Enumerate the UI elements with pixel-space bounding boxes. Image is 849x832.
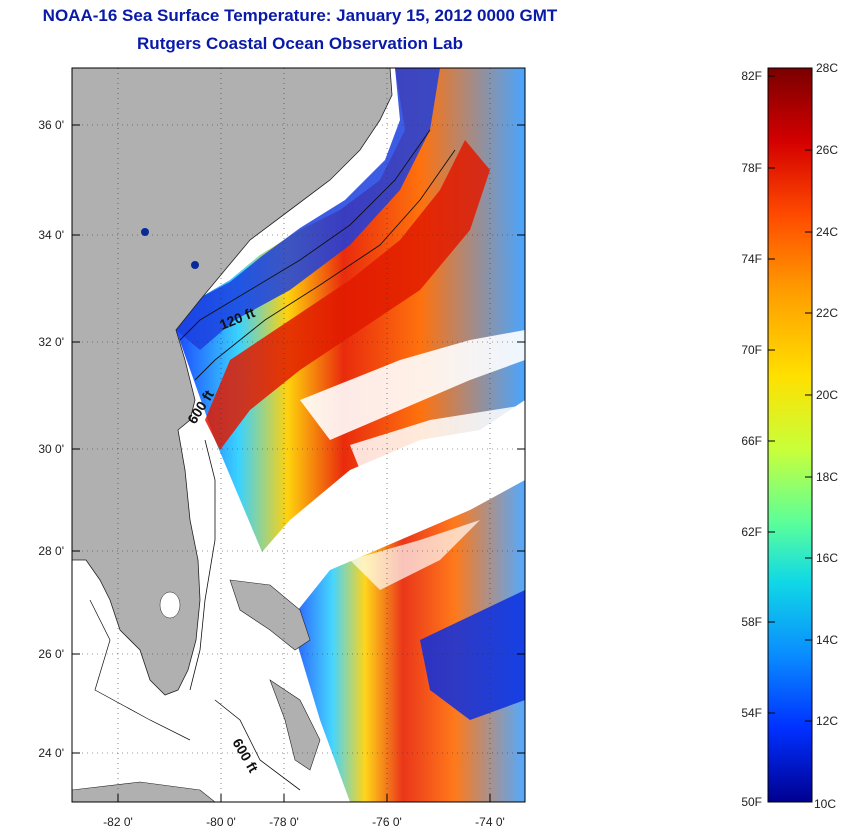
lat-label-36: 36 0' [38, 118, 64, 132]
map-subtitle: Rutgers Coastal Ocean Observation Lab [137, 34, 463, 53]
colorbar-f-78: 78F [741, 161, 762, 175]
colorbar-c-14: 14C [816, 633, 838, 647]
colorbar-c-16: 16C [816, 551, 838, 565]
colorbar-f-62: 62F [741, 525, 762, 539]
colorbar-f-66: 66F [741, 434, 762, 448]
gulf-stream-band [205, 140, 490, 450]
colorbar-c-26: 26C [816, 143, 838, 157]
lat-label-26: 26 0' [38, 647, 64, 661]
colorbar-c-22: 22C [816, 306, 838, 320]
lat-label-24: 24 0' [38, 746, 64, 760]
sst-swath-south [290, 480, 525, 802]
lon-label-78: -78 0' [269, 815, 299, 829]
colorbar-c-24: 24C [816, 225, 838, 239]
colorbar-f-50: 50F [741, 795, 762, 809]
lat-label-30: 30 0' [38, 442, 64, 456]
colorbar-f-70: 70F [741, 343, 762, 357]
map-title: NOAA-16 Sea Surface Temperature: January… [42, 6, 558, 25]
colorbar-c-12: 12C [816, 714, 838, 728]
lon-label-80: -80 0' [206, 815, 236, 829]
colorbar-c-20: 20C [816, 388, 838, 402]
lon-label-76: -76 0' [372, 815, 402, 829]
colorbar-c-10: 10C [814, 797, 836, 811]
cold-coastal-band [176, 68, 440, 350]
map-plot-area: 120 ft 600 ft 600 ft [72, 68, 525, 802]
lat-label-34: 34 0' [38, 228, 64, 242]
colorbar-f-74: 74F [741, 252, 762, 266]
plot-frame [71, 67, 526, 803]
colorbar-f-54: 54F [741, 706, 762, 720]
colorbar-c-28: 28C [816, 61, 838, 75]
lat-label-28: 28 0' [38, 544, 64, 558]
colorbar-f-82: 82F [741, 69, 762, 83]
lat-label-32: 32 0' [38, 335, 64, 349]
colorbar [767, 67, 813, 803]
colorbar-f-58: 58F [741, 615, 762, 629]
axis-ticks [72, 124, 525, 802]
lon-label-74: -74 0' [475, 815, 505, 829]
land-mass [72, 68, 393, 696]
lon-label-82: -82 0' [103, 815, 133, 829]
colorbar-c-18: 18C [816, 470, 838, 484]
